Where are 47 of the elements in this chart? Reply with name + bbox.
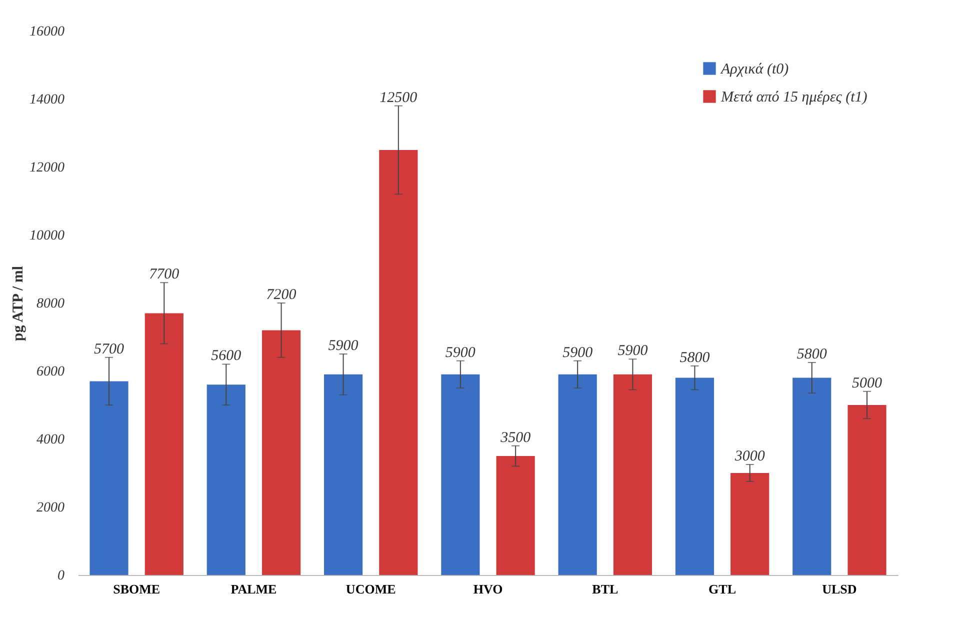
bar (379, 150, 418, 575)
bar (441, 374, 480, 575)
bar (792, 378, 832, 575)
data-label: 5900 (445, 344, 476, 361)
x-tick-label: UCOME (346, 582, 396, 596)
y-tick-label: 16000 (30, 24, 64, 40)
x-tick-label: SBOME (113, 582, 160, 596)
bar (324, 374, 363, 575)
x-tick-label: PALME (230, 582, 277, 596)
bar (675, 378, 714, 575)
data-label: 3000 (734, 448, 766, 464)
data-label: 12500 (380, 90, 418, 106)
data-label: 7200 (266, 287, 297, 303)
bar (206, 384, 246, 575)
data-label: 5000 (852, 375, 882, 392)
data-label: 5900 (562, 344, 594, 361)
y-tick-label: 2000 (36, 500, 64, 516)
x-tick-label: ULSD (822, 582, 857, 596)
x-tick-label: HVO (473, 582, 503, 596)
bar (613, 374, 652, 575)
y-axis-title: pg ATP / ml (10, 266, 26, 342)
bar (90, 381, 128, 575)
data-label: 5600 (211, 348, 242, 364)
x-tick-label: BTL (592, 582, 618, 596)
data-label: 5800 (680, 350, 710, 366)
data-label: 7700 (149, 266, 180, 283)
y-tick-label: 6000 (36, 364, 64, 380)
bar (262, 330, 301, 575)
bar (848, 405, 886, 575)
data-label: 5700 (94, 341, 125, 358)
bar (144, 313, 184, 575)
legend-label: Μετά από 15 ημέρες (t1) (720, 90, 868, 106)
bar (496, 456, 535, 575)
data-label: 5900 (618, 343, 648, 360)
legend-label: Αρχικά (t0) (720, 62, 789, 78)
data-label: 5800 (796, 346, 828, 362)
y-tick-label: 14000 (30, 92, 64, 108)
y-tick-label: 10000 (30, 228, 64, 244)
data-label: 5900 (328, 338, 359, 354)
y-tick-label: 0 (58, 568, 64, 584)
y-tick-label: 4000 (36, 432, 64, 448)
x-tick-label: GTL (708, 582, 736, 596)
y-tick-label: 12000 (30, 160, 64, 176)
data-label: 3500 (500, 430, 532, 446)
bar (558, 374, 597, 575)
bar (730, 473, 770, 575)
y-tick-label: 8000 (36, 296, 64, 312)
